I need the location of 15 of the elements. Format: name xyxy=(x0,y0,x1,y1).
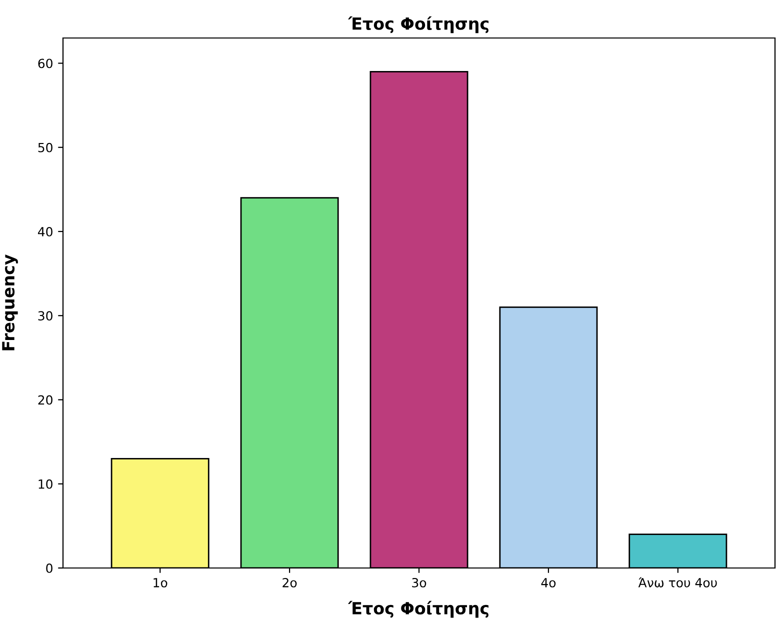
x-tick-label: 2ο xyxy=(282,578,297,588)
y-tick-label: 20 xyxy=(38,395,52,405)
y-tick-label: 50 xyxy=(38,142,52,152)
x-tick-label: 3ο xyxy=(412,578,426,588)
y-axis-title: Frequency xyxy=(2,254,18,350)
y-tick-label: 60 xyxy=(38,58,52,68)
chart-title: Έτος Φοίτησης xyxy=(348,16,488,34)
y-tick-label: 0 xyxy=(46,563,52,573)
y-tick-label: 40 xyxy=(38,226,52,236)
x-tick-label: Άνω του 4ου xyxy=(638,577,717,588)
y-tick-label: 10 xyxy=(38,479,52,489)
x-tick-label: 4ο xyxy=(541,578,556,588)
x-axis-title: Έτος Φοίτησης xyxy=(348,600,488,618)
y-tick-label: 30 xyxy=(38,311,52,321)
x-tick-label: 1ο xyxy=(154,578,168,588)
